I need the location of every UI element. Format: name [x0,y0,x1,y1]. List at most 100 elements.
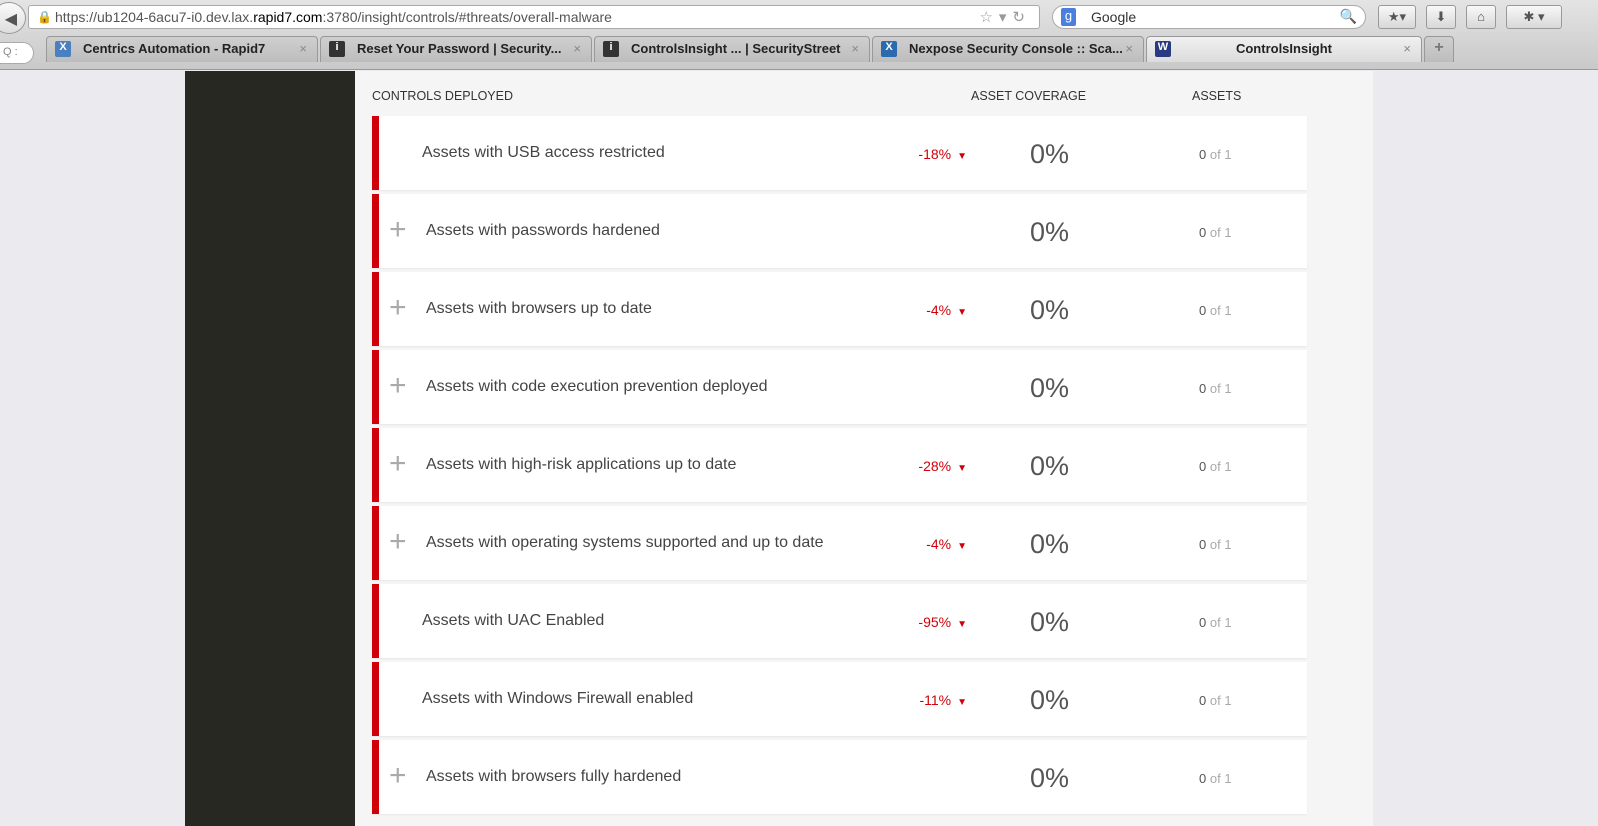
coverage-change: -11% ▼ [919,692,967,708]
coverage-change: -18% ▼ [918,146,967,162]
control-name: Assets with high-risk applications up to… [426,456,737,473]
url-bar[interactable]: 🔒 https://ub1204-6acu7-i0.dev.lax.rapid7… [28,5,1040,29]
info-icon: i [603,41,619,57]
down-arrow-icon: ▼ [957,151,967,162]
control-name: Assets with passwords hardened [426,222,660,239]
expand-plus-icon[interactable]: + [389,369,407,402]
control-row[interactable]: + Assets with browsers fully hardened 0% 0 … [372,740,1307,814]
asset-total: of 1 [1209,225,1232,240]
asset-count-value: 0 [1199,303,1207,318]
asset-count-value: 0 [1199,615,1207,630]
tab-title: Reset Your Password | Security... [357,41,562,56]
expand-plus-icon[interactable]: + [389,291,407,324]
asset-total: of 1 [1209,771,1232,786]
coverage-change: -28% ▼ [918,458,967,474]
control-row[interactable]: Assets with USB access restricted -18% ▼ 0%… [372,116,1307,190]
asset-count: 0 of 1 [1199,225,1232,240]
control-row[interactable]: + Assets with operating systems supported… [372,506,1307,580]
tab-title: Centrics Automation - Rapid7 [83,41,266,56]
asset-total: of 1 [1209,537,1232,552]
down-arrow-icon: ▼ [957,541,967,552]
quick-search[interactable]: Q : [0,42,34,64]
search-input[interactable]: g Google 🔍 [1052,5,1366,29]
control-row[interactable]: + Assets with passwords hardened 0% 0 of 1 [372,194,1307,268]
jira-icon: X [55,41,71,57]
asset-coverage: 0% [1030,607,1070,637]
home-button[interactable]: ⌂ [1466,5,1496,29]
sidebar [185,71,355,826]
asset-coverage: 0% [1030,451,1070,481]
close-icon[interactable]: × [1125,41,1133,56]
close-icon[interactable]: × [299,41,307,56]
asset-coverage: 0% [1030,373,1070,403]
asset-coverage: 0% [1030,529,1070,559]
tab-title: ControlsInsight [1235,41,1333,56]
asset-total: of 1 [1209,693,1232,708]
change-value: -95% [918,614,952,630]
asset-count-value: 0 [1199,771,1207,786]
tab-title: ControlsInsight ... | SecurityStreet [631,41,841,56]
main-panel: CONTROLS DEPLOYED ASSET COVERAGE ASSETS … [355,71,1373,826]
asset-count: 0 of 1 [1199,615,1232,630]
controlsinsight-icon: W [1155,41,1171,57]
tab-controlsinsight-ss[interactable]: i ControlsInsight ... | SecurityStreet × [594,36,870,62]
search-placeholder: Google [1091,9,1137,25]
addon-button[interactable]: ✱ ▾ [1506,5,1562,29]
control-name: Assets with code execution prevention de… [426,378,768,395]
close-icon[interactable]: × [573,41,581,56]
change-value: -11% [919,692,952,708]
control-row[interactable]: Assets with Windows Firewall enabled -11%… [372,662,1307,736]
browser-chrome: ◀ 🔒 https://ub1204-6acu7-i0.dev.lax.rapi… [0,0,1598,70]
asset-total: of 1 [1209,615,1232,630]
asset-coverage: 0% [1030,217,1070,247]
control-name: Assets with browsers up to date [426,300,652,317]
nexpose-icon: X [881,41,897,57]
expand-plus-icon[interactable]: + [389,525,407,558]
tab-strip: X Centrics Automation - Rapid7 × i Reset Yo… [0,36,1598,64]
down-arrow-icon: ▼ [957,697,967,708]
close-icon[interactable]: × [1403,41,1411,56]
control-name: Assets with UAC Enabled [422,612,605,629]
lock-icon: 🔒 [37,10,52,24]
bookmarks-button[interactable]: ★▾ [1378,5,1416,29]
tab-centrics[interactable]: X Centrics Automation - Rapid7 × [46,36,318,62]
header-assets: ASSETS [1192,89,1242,103]
expand-plus-icon[interactable]: + [389,759,407,792]
close-icon[interactable]: × [851,41,859,56]
control-row[interactable]: + Assets with high-risk applications up t… [372,428,1307,502]
expand-plus-icon[interactable]: + [389,213,407,246]
control-name: Assets with browsers fully hardened [426,768,682,785]
asset-count: 0 of 1 [1199,147,1232,162]
search-icon[interactable]: 🔍 [1339,8,1357,24]
tab-controlsinsight[interactable]: W ControlsInsight × [1146,36,1422,62]
coverage-change: -95% ▼ [918,614,967,630]
tab-reset-password[interactable]: i Reset Your Password | Security... × [320,36,592,62]
coverage-change: -4% ▼ [926,302,967,318]
tab-nexpose[interactable]: X Nexpose Security Console :: Sca... × [872,36,1144,62]
asset-total: of 1 [1209,381,1232,396]
change-value: -4% [926,536,952,552]
tab-title: Nexpose Security Console :: Sca... [909,41,1123,56]
download-button[interactable]: ⬇ [1426,5,1456,29]
asset-count: 0 of 1 [1199,693,1232,708]
asset-coverage: 0% [1030,685,1070,715]
back-button[interactable]: ◀ [0,2,26,34]
asset-count-value: 0 [1199,147,1207,162]
url-prefix: https://ub1204-6acu7-i0.dev.lax. [55,9,254,25]
down-arrow-icon: ▼ [957,307,967,318]
change-value: -4% [926,302,952,318]
url-domain: rapid7.com [253,9,323,25]
control-row[interactable]: + Assets with browsers up to date -4% ▼ 0% 0 … [372,272,1307,346]
asset-total: of 1 [1209,303,1232,318]
down-arrow-icon: ▼ [957,463,967,474]
asset-count-value: 0 [1199,459,1207,474]
control-row[interactable]: Assets with UAC Enabled -95% ▼ 0% 0 of 1 [372,584,1307,658]
info-icon: i [329,41,345,57]
asset-count-value: 0 [1199,537,1207,552]
new-tab-button[interactable]: + [1424,36,1454,62]
coverage-change: -4% ▼ [926,536,967,552]
bookmark-star-icon[interactable]: ☆▾↻ [979,9,1031,26]
asset-count: 0 of 1 [1199,537,1232,552]
control-row[interactable]: + Assets with code execution prevention d… [372,350,1307,424]
expand-plus-icon[interactable]: + [389,447,407,480]
